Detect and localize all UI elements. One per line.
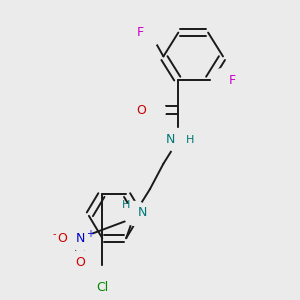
Text: H: H [186, 135, 194, 145]
Text: O: O [75, 256, 85, 268]
Text: O: O [57, 232, 67, 245]
Point [220, 78, 225, 83]
Point [78, 260, 82, 264]
Text: N: N [75, 232, 85, 245]
Point [78, 236, 82, 241]
Text: +: + [86, 229, 94, 239]
Point [100, 276, 105, 281]
Text: F: F [137, 26, 144, 39]
Point [148, 30, 152, 35]
Point [176, 137, 181, 142]
Text: -: - [52, 229, 56, 239]
Text: N: N [166, 134, 175, 146]
Point [151, 108, 155, 112]
Text: Cl: Cl [96, 281, 108, 294]
Text: H: H [122, 200, 130, 210]
Text: O: O [136, 103, 146, 117]
Point [60, 236, 64, 241]
Text: F: F [229, 74, 236, 87]
Text: N: N [138, 206, 148, 219]
Point [133, 211, 137, 215]
